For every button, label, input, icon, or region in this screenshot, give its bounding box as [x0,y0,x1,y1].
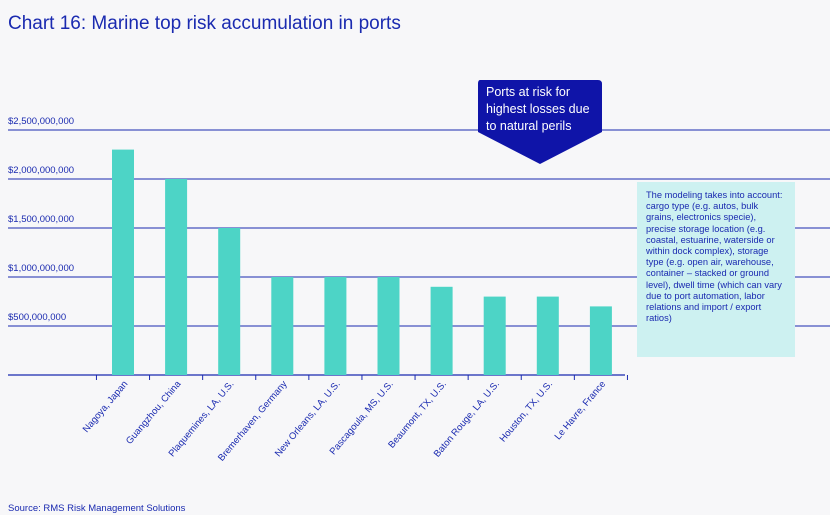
x-tick-label: Beaumont, TX, U.S. [386,379,449,451]
y-tick-label: $500,000,000 [8,312,66,323]
bars [112,149,612,375]
bar [218,228,241,375]
callout-label: Ports at risk for highest losses due to … [486,85,590,133]
bar [271,277,294,375]
x-tick-label: Nagoya, Japan [81,379,131,435]
source-note: Source: RMS Risk Management Solutions [8,503,186,514]
bar [430,286,453,375]
bar [112,149,134,375]
bar [589,306,612,375]
y-tick-label: $1,000,000,000 [8,263,74,274]
bar [377,277,400,375]
bar [483,296,506,375]
bar [536,296,559,375]
y-tick-label: $1,500,000,000 [8,214,74,225]
y-tick-label: $2,000,000,000 [8,165,74,176]
y-axis-labels: $500,000,000 $1,000,000,000 $1,500,000,000… [8,116,74,323]
bar [165,179,188,375]
y-tick-label: $2,500,000,000 [8,116,74,127]
bar [324,277,347,375]
callout-shape [478,80,602,164]
x-tick-label: Houston, TX, U.S. [498,379,556,445]
chart-title: Chart 16: Marine top risk accumulation i… [8,13,401,34]
x-tick-label: Le Havre, France [553,379,609,442]
methodology-note: The modeling takes into account: cargo t… [637,182,795,357]
x-tick-label: Guangzhou, China [124,378,184,446]
